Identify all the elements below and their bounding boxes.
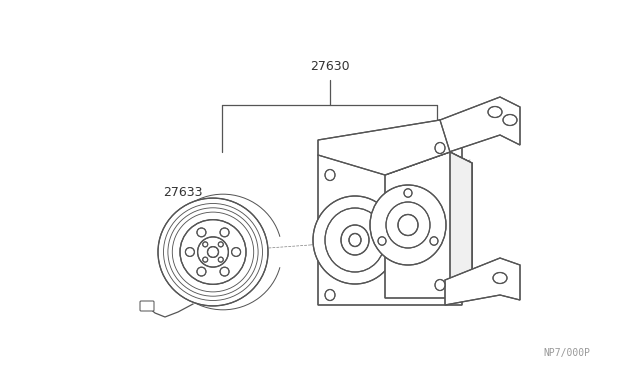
FancyBboxPatch shape [140, 301, 154, 311]
Polygon shape [450, 152, 472, 298]
Polygon shape [318, 120, 450, 175]
Ellipse shape [503, 115, 517, 125]
Ellipse shape [198, 237, 228, 267]
Ellipse shape [218, 242, 223, 247]
Ellipse shape [197, 267, 206, 276]
Ellipse shape [313, 196, 397, 284]
Text: 27633: 27633 [163, 186, 202, 199]
Ellipse shape [488, 106, 502, 118]
Ellipse shape [386, 202, 430, 248]
Polygon shape [445, 258, 520, 305]
Ellipse shape [493, 273, 507, 283]
Ellipse shape [370, 185, 446, 265]
Ellipse shape [404, 189, 412, 197]
Ellipse shape [203, 242, 208, 247]
Ellipse shape [341, 225, 369, 255]
Ellipse shape [220, 228, 229, 237]
Ellipse shape [220, 267, 229, 276]
Text: 27630: 27630 [310, 60, 349, 73]
Ellipse shape [325, 170, 335, 180]
Ellipse shape [430, 237, 438, 245]
Ellipse shape [435, 279, 445, 291]
Ellipse shape [398, 215, 418, 235]
Ellipse shape [218, 257, 223, 262]
Ellipse shape [180, 219, 246, 284]
Ellipse shape [325, 289, 335, 301]
Polygon shape [318, 120, 462, 305]
Polygon shape [385, 152, 472, 298]
Polygon shape [440, 97, 520, 155]
Ellipse shape [207, 247, 218, 257]
Text: NP7/000P: NP7/000P [543, 348, 590, 358]
Ellipse shape [197, 228, 206, 237]
Ellipse shape [203, 257, 208, 262]
Ellipse shape [349, 234, 361, 247]
Ellipse shape [158, 198, 268, 306]
Ellipse shape [232, 248, 241, 256]
Ellipse shape [378, 237, 386, 245]
Ellipse shape [325, 208, 385, 272]
Ellipse shape [186, 248, 195, 256]
Ellipse shape [435, 142, 445, 154]
